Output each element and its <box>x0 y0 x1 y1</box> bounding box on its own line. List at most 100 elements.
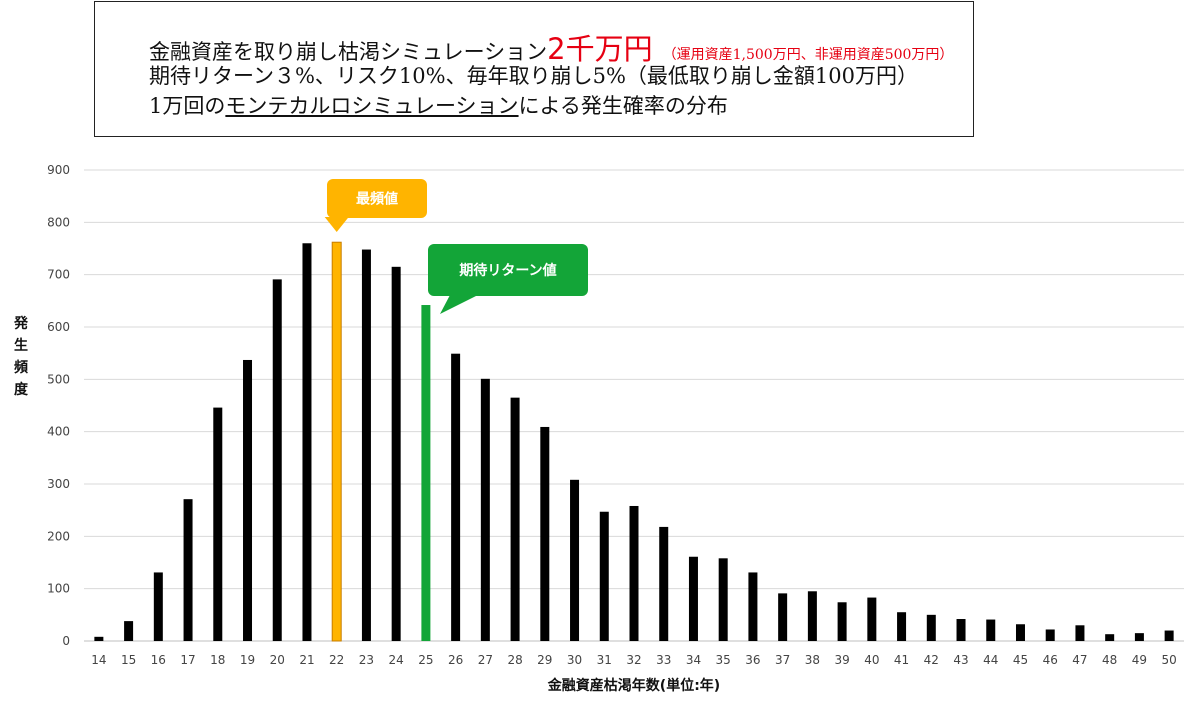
x-tick-label: 45 <box>1013 653 1028 667</box>
bar-35 <box>718 558 728 641</box>
x-tick-label: 15 <box>121 653 136 667</box>
title-line-3: 1万回のモンテカルロシミュレーションによる発生確率の分布 <box>149 90 728 120</box>
title-line-2: 期待リターン３%、リスク10%、毎年取り崩し5%（最低取り崩し金額100万円） <box>149 64 918 88</box>
x-tick-label: 24 <box>389 653 404 667</box>
x-tick-label: 38 <box>805 653 820 667</box>
bar-30 <box>570 479 580 641</box>
bar-39 <box>837 602 847 641</box>
bar-16 <box>153 572 163 641</box>
x-tick-label: 39 <box>834 653 849 667</box>
x-tick-label: 44 <box>983 653 998 667</box>
bar-47 <box>1075 625 1085 641</box>
callout-pointer <box>440 295 478 314</box>
y-tick-label: 300 <box>47 477 70 491</box>
x-tick-label: 48 <box>1102 653 1117 667</box>
bar-27 <box>480 378 490 641</box>
y-tick-label: 700 <box>47 268 70 282</box>
y-tick-label: 800 <box>47 215 70 229</box>
x-axis-title: 金融資産枯渇年数(単位:年) <box>547 677 720 694</box>
callout-22: 最頻値 <box>324 179 427 232</box>
x-tick-label: 50 <box>1161 653 1176 667</box>
bar-32 <box>629 505 639 641</box>
x-tick-label: 18 <box>210 653 225 667</box>
title-line-1-text: 金融資産を取り崩し枯渇シミュレーション <box>149 40 548 64</box>
x-tick-label: 33 <box>656 653 671 667</box>
callout-pointer <box>324 217 349 232</box>
callout-box <box>428 244 588 296</box>
x-tick-label: 20 <box>270 653 285 667</box>
title-box: 金融資産を取り崩し枯渇シミュレーション2千万円 （運用資産1,500万円、非運用資… <box>94 1 974 137</box>
y-tick-label: 100 <box>47 582 70 596</box>
x-tick-label: 22 <box>329 653 344 667</box>
bar-23 <box>361 249 371 641</box>
y-axis-title-char: 発 <box>13 315 29 332</box>
x-tick-label: 28 <box>507 653 522 667</box>
x-tick-label: 36 <box>745 653 760 667</box>
bar-42 <box>926 614 936 641</box>
bar-24 <box>391 266 401 641</box>
bar-46 <box>1045 629 1055 641</box>
bar-14 <box>94 636 104 641</box>
bar-45 <box>1015 624 1025 641</box>
x-tick-label: 35 <box>716 653 731 667</box>
y-axis-title-char: 度 <box>14 381 29 398</box>
x-tick-label: 19 <box>240 653 255 667</box>
x-tick-label: 41 <box>894 653 909 667</box>
callout-label: 最頻値 <box>356 191 398 208</box>
bar-26 <box>451 353 461 641</box>
bar-37 <box>778 593 788 641</box>
bar-25 <box>421 305 431 641</box>
y-tick-label: 900 <box>47 163 70 177</box>
x-tick-label: 30 <box>567 653 582 667</box>
bar-19 <box>243 359 253 641</box>
bar-31 <box>599 511 609 641</box>
x-tick-label: 47 <box>1072 653 1087 667</box>
y-tick-label: 200 <box>47 529 70 543</box>
x-tick-label: 27 <box>478 653 493 667</box>
title-line-3-pre: 1万回の <box>149 94 226 118</box>
bar-40 <box>867 597 877 641</box>
y-tick-label: 0 <box>62 634 70 648</box>
bar-50 <box>1164 630 1174 641</box>
y-axis-title-char: 生 <box>14 337 28 354</box>
x-tick-label: 46 <box>1043 653 1058 667</box>
bar-28 <box>510 397 520 641</box>
x-tick-label: 29 <box>537 653 552 667</box>
bar-49 <box>1134 633 1144 641</box>
bar-33 <box>659 526 669 641</box>
y-axis-title-char: 頻 <box>14 359 28 376</box>
bar-38 <box>807 591 817 641</box>
bar-29 <box>540 426 550 641</box>
bar-44 <box>986 619 996 641</box>
x-tick-label: 49 <box>1132 653 1147 667</box>
bar-18 <box>213 407 223 641</box>
title-note: （運用資産1,500万円、非運用資産500万円） <box>662 47 954 63</box>
x-tick-label: 31 <box>597 653 612 667</box>
y-tick-label: 500 <box>47 372 70 386</box>
bar-21 <box>302 243 312 641</box>
bar-43 <box>956 619 966 641</box>
title-amount: 2千万円 <box>547 32 653 66</box>
title-line-1: 金融資産を取り崩し枯渇シミュレーション2千万円 （運用資産1,500万円、非運用資… <box>149 26 953 68</box>
x-tick-label: 14 <box>91 653 106 667</box>
x-tick-label: 34 <box>686 653 701 667</box>
bar-41 <box>897 612 907 641</box>
title-line-3-post: による発生確率の分布 <box>518 94 728 118</box>
x-tick-label: 16 <box>151 653 166 667</box>
callout-box <box>327 179 427 218</box>
bar-36 <box>748 572 758 641</box>
x-tick-label: 43 <box>953 653 968 667</box>
bar-34 <box>688 556 698 641</box>
bar-20 <box>272 279 282 641</box>
x-tick-label: 40 <box>864 653 879 667</box>
x-tick-label: 25 <box>418 653 433 667</box>
bar-48 <box>1105 634 1115 641</box>
x-tick-label: 26 <box>448 653 463 667</box>
y-tick-label: 400 <box>47 425 70 439</box>
y-tick-label: 600 <box>47 320 70 334</box>
x-tick-label: 32 <box>626 653 641 667</box>
callout-label: 期待リターン値 <box>459 262 556 279</box>
x-tick-label: 42 <box>924 653 939 667</box>
bar-22 <box>331 241 342 642</box>
